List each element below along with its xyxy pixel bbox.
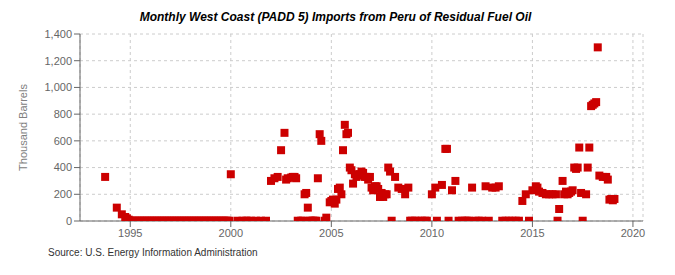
svg-text:400: 400 (54, 161, 72, 173)
svg-text:2020: 2020 (621, 227, 645, 239)
svg-text:2010: 2010 (420, 227, 444, 239)
svg-text:2015: 2015 (520, 227, 544, 239)
svg-text:1995: 1995 (118, 227, 142, 239)
svg-text:1,400: 1,400 (44, 28, 72, 40)
html-text:Monthly West Coast (PADD 5) Im: Monthly West Coast (PADD 5) Imports from… (139, 10, 532, 24)
svg-text:2005: 2005 (319, 227, 343, 239)
svg-text:600: 600 (54, 135, 72, 147)
svg-text:0: 0 (66, 215, 72, 227)
svg-text:800: 800 (54, 108, 72, 120)
svg-text:1,200: 1,200 (44, 55, 72, 67)
svg-text:2000: 2000 (219, 227, 243, 239)
svg-text:1,000: 1,000 (44, 81, 72, 93)
svg-text:Thousand Barrels: Thousand Barrels (17, 84, 29, 171)
html-text:Source: U.S. Energy Informatio: Source: U.S. Energy Information Administ… (48, 247, 258, 258)
svg-text:200: 200 (54, 188, 72, 200)
